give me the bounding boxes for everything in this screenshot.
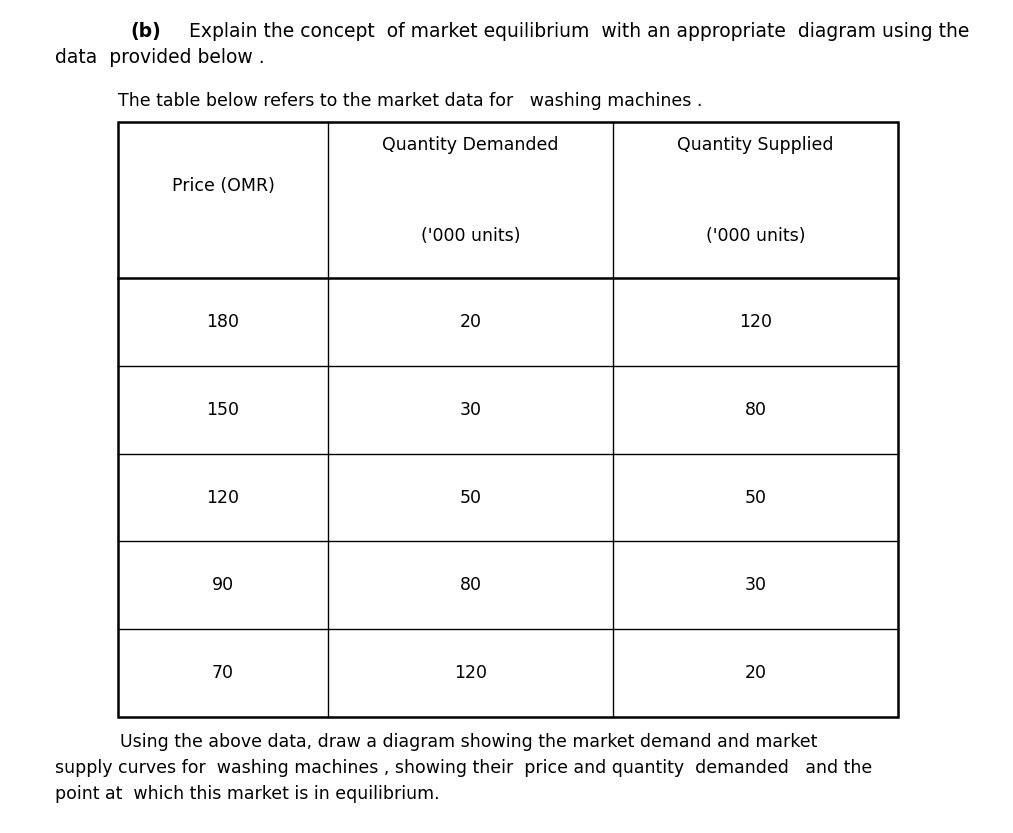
Text: 120: 120 [454,664,487,682]
Text: 30: 30 [745,576,767,594]
Text: 120: 120 [207,488,239,506]
Text: The table below refers to the market data for   washing machines .: The table below refers to the market dat… [118,92,702,110]
Text: 120: 120 [739,313,772,331]
Text: data  provided below .: data provided below . [55,48,264,67]
Text: 30: 30 [460,401,481,419]
Text: 150: 150 [207,401,239,419]
Text: 80: 80 [745,401,767,419]
Text: 70: 70 [212,664,234,682]
Text: Quantity Demanded: Quantity Demanded [382,136,559,154]
Text: 50: 50 [745,488,767,506]
Bar [118,122,898,717]
Text: Using the above data, draw a diagram showing the market demand and market: Using the above data, draw a diagram sho… [120,733,817,751]
Text: supply curves for  washing machines , showing their  price and quantity  demande: supply curves for washing machines , sho… [55,759,872,777]
Text: point at  which this market is in equilibrium.: point at which this market is in equilib… [55,785,440,803]
Text: 90: 90 [212,576,234,594]
Text: Quantity Supplied: Quantity Supplied [678,136,834,154]
Text: Price (OMR): Price (OMR) [171,177,275,195]
Text: 20: 20 [460,313,481,331]
Text: ('000 units): ('000 units) [420,227,521,245]
Text: (b): (b) [130,22,161,41]
Text: 180: 180 [207,313,239,331]
Text: Explain the concept  of market equilibrium  with an appropriate  diagram using t: Explain the concept of market equilibriu… [165,22,969,41]
Text: 20: 20 [745,664,767,682]
Text: 50: 50 [460,488,481,506]
Text: 80: 80 [460,576,481,594]
Text: ('000 units): ('000 units) [706,227,805,245]
